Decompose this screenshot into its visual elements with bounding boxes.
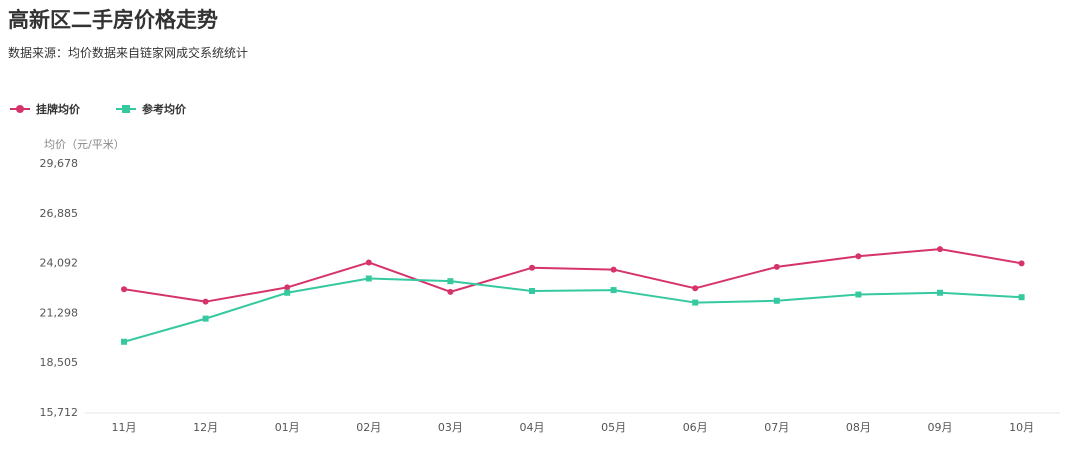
data-point[interactable] xyxy=(937,289,943,296)
chart-series xyxy=(121,246,1025,345)
series-line xyxy=(123,248,1022,303)
data-point[interactable] xyxy=(202,315,209,322)
x-tick-label: 12月 xyxy=(193,421,218,434)
series-line xyxy=(123,277,1022,343)
y-tick-label: 18,505 xyxy=(40,356,79,369)
data-point[interactable] xyxy=(284,289,291,296)
legend-item-reference-price[interactable]: 参考均价 xyxy=(116,101,186,117)
data-point[interactable] xyxy=(692,285,699,292)
x-tick-label: 04月 xyxy=(520,421,545,434)
y-axis-title: 均价（元/平米） xyxy=(44,138,125,151)
data-point[interactable] xyxy=(365,275,372,282)
y-tick-label: 21,298 xyxy=(40,306,79,319)
legend-label-listing: 挂牌均价 xyxy=(36,103,80,116)
legend-item-listing-price[interactable]: 挂牌均价 xyxy=(10,101,80,117)
data-point[interactable] xyxy=(365,259,372,266)
x-tick-label: 01月 xyxy=(275,421,300,434)
data-point[interactable] xyxy=(121,286,127,293)
data-point[interactable] xyxy=(284,284,291,291)
x-tick-label: 05月 xyxy=(601,421,626,434)
legend: 挂牌均价 参考均价 xyxy=(10,101,186,117)
data-point[interactable] xyxy=(937,246,943,253)
x-tick-label: 02月 xyxy=(356,421,381,434)
y-tick-label: 26,885 xyxy=(40,207,79,220)
chart-title: 高新区二手房价格走势 xyxy=(8,8,218,32)
data-point[interactable] xyxy=(447,278,454,285)
data-point[interactable] xyxy=(1018,294,1025,301)
chart-axes: 15,712 18,505 21,298 24,092 26,885 29,678 11月 1… xyxy=(40,157,1060,434)
data-point[interactable] xyxy=(773,263,780,270)
chart-subtitle: 数据来源：均价数据来自链家网成交系统统计 xyxy=(8,46,249,60)
data-point[interactable] xyxy=(529,287,535,294)
data-point[interactable] xyxy=(447,288,454,295)
data-point[interactable] xyxy=(773,297,780,304)
x-tick-label: 06月 xyxy=(683,421,708,434)
data-point[interactable] xyxy=(855,291,862,298)
data-point[interactable] xyxy=(1018,260,1025,267)
data-point[interactable] xyxy=(610,287,617,294)
data-point[interactable] xyxy=(855,253,862,260)
data-point[interactable] xyxy=(610,266,617,273)
x-tick-label: 09月 xyxy=(928,421,953,434)
series-listing-price xyxy=(121,246,1025,305)
x-tick-label: 10月 xyxy=(1009,421,1034,434)
x-tick-label: 07月 xyxy=(764,421,789,434)
legend-swatch-reference-icon xyxy=(116,103,136,115)
series-reference-price xyxy=(121,275,1025,345)
legend-label-reference: 参考均价 xyxy=(142,103,186,116)
x-tick-label: 08月 xyxy=(846,421,871,434)
x-tick-label: 11月 xyxy=(112,421,137,434)
data-point[interactable] xyxy=(692,299,699,306)
y-tick-label: 15,712 xyxy=(40,406,79,419)
x-tick-label: 03月 xyxy=(438,421,463,434)
legend-swatch-listing-icon xyxy=(10,103,30,115)
data-point[interactable] xyxy=(529,264,535,271)
data-point[interactable] xyxy=(202,298,209,305)
data-point[interactable] xyxy=(121,338,127,345)
y-tick-label: 29,678 xyxy=(40,157,79,170)
y-tick-label: 24,092 xyxy=(40,257,79,270)
